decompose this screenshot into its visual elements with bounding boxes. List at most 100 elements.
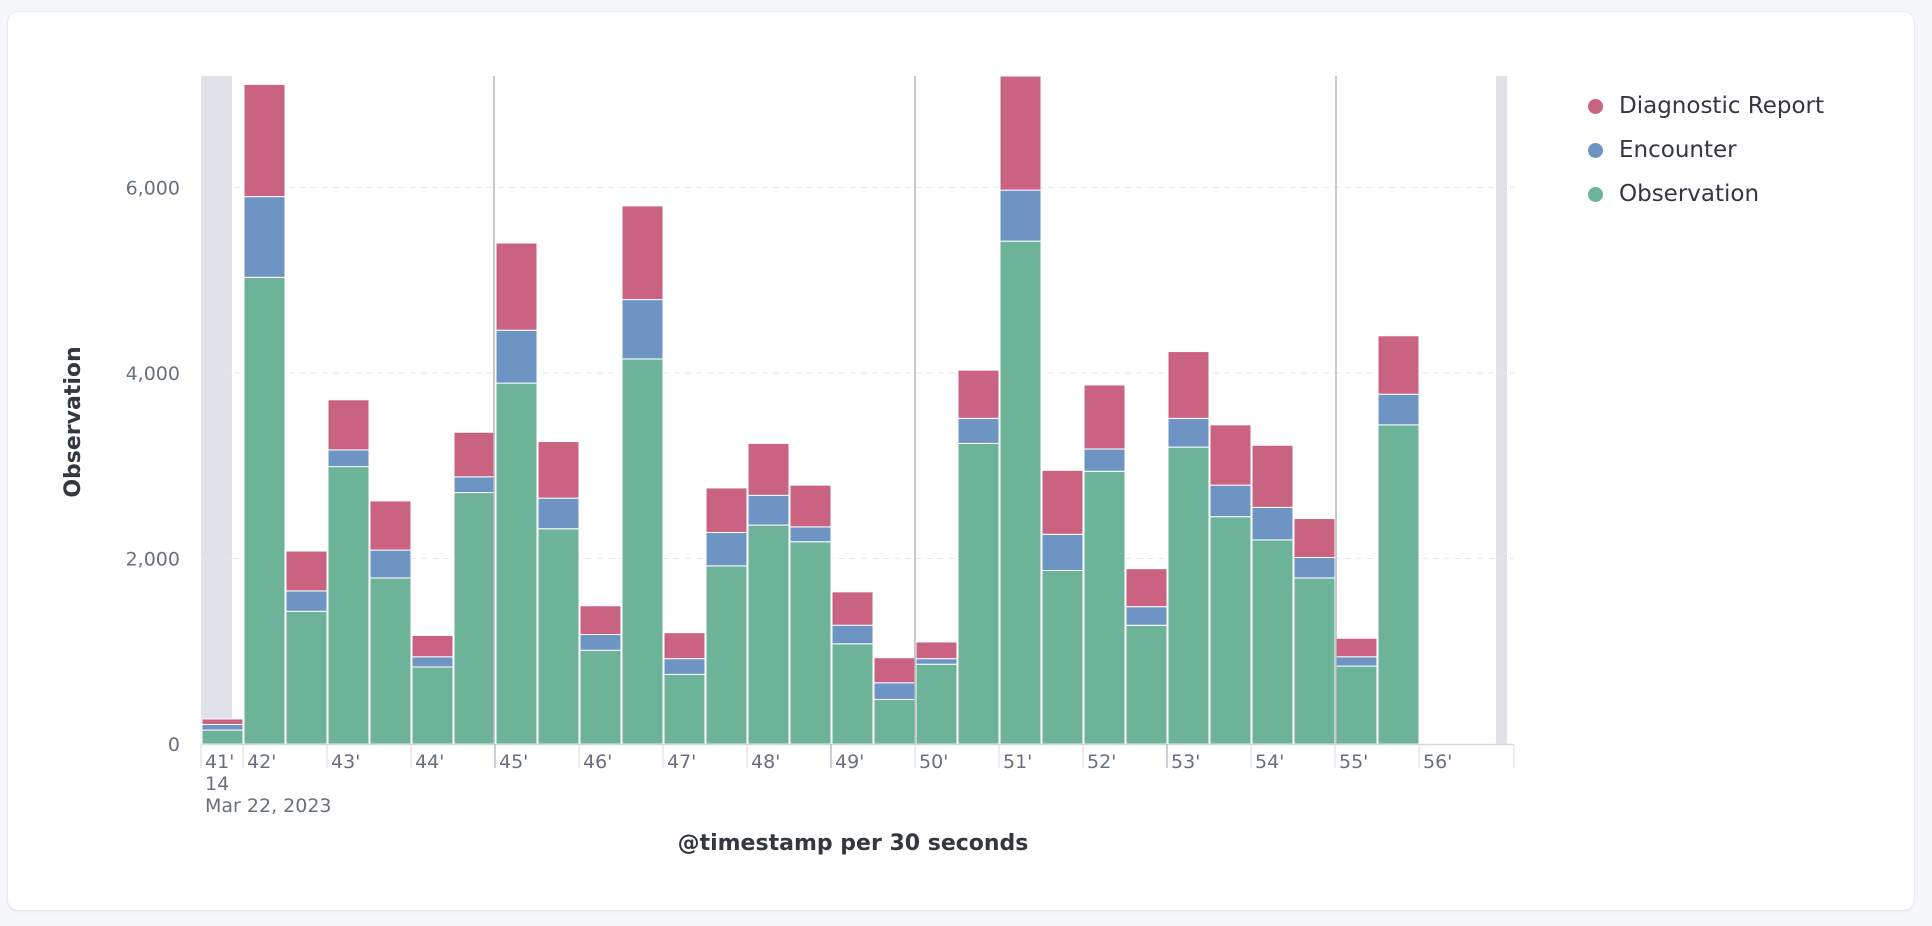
bar-segment-encounter bbox=[327, 449, 370, 468]
x-tick-label: 49' bbox=[835, 751, 864, 773]
bar-segment-observation bbox=[705, 565, 748, 745]
bar-segment-diagnostic-report bbox=[873, 657, 916, 684]
bar-segment-encounter bbox=[1083, 448, 1126, 472]
bar-segment-encounter bbox=[789, 526, 832, 543]
bar-segment-diagnostic-report bbox=[621, 205, 664, 301]
bar-segment-observation bbox=[873, 698, 916, 745]
x-tick-label: 54' bbox=[1255, 751, 1284, 773]
x-tick-sublabel-hour: 14 bbox=[205, 773, 229, 795]
bar-segment-observation bbox=[1293, 577, 1336, 745]
bar-segment-observation bbox=[1251, 539, 1294, 745]
bar-segment-encounter bbox=[495, 329, 538, 384]
bar-segment-diagnostic-report bbox=[1041, 469, 1084, 535]
x-tick-label: 53' bbox=[1171, 751, 1200, 773]
bar-segment-observation bbox=[1041, 570, 1084, 745]
bar-segment-diagnostic-report bbox=[999, 75, 1042, 191]
bar-segment-diagnostic-report bbox=[831, 591, 874, 626]
bar-segment-encounter bbox=[1125, 606, 1168, 626]
bar-segment-observation bbox=[285, 610, 328, 745]
y-tick-label: 2,000 bbox=[126, 548, 180, 570]
bar-segment-encounter bbox=[957, 417, 1000, 444]
bar-segment-observation bbox=[1083, 470, 1126, 745]
x-tick-label: 51' bbox=[1003, 751, 1032, 773]
bar-segment-diagnostic-report bbox=[747, 442, 790, 496]
bar-segment-diagnostic-report bbox=[1251, 444, 1294, 508]
bar-segment-diagnostic-report bbox=[201, 718, 244, 726]
bar-segment-encounter bbox=[747, 494, 790, 526]
bar-segment-diagnostic-report bbox=[915, 641, 958, 660]
bar-segment-observation bbox=[495, 382, 538, 745]
x-tick-label: 48' bbox=[751, 751, 780, 773]
x-tick-label: 47' bbox=[667, 751, 696, 773]
bar-segment-observation bbox=[1125, 624, 1168, 745]
bar-segment-diagnostic-report bbox=[1083, 384, 1126, 450]
x-tick-label: 55' bbox=[1339, 751, 1368, 773]
bar-segment-diagnostic-report bbox=[411, 634, 454, 658]
x-tick-label: 46' bbox=[583, 751, 612, 773]
bar-segment-encounter bbox=[1167, 417, 1210, 448]
y-tick-label: 4,000 bbox=[126, 363, 180, 385]
chart-panel: 0 2,000 4,000 6,000 41' 42' 43' 44' 45' 46' 47' 48'… bbox=[8, 12, 1914, 910]
bar-segment-diagnostic-report bbox=[1125, 568, 1168, 608]
x-axis-title: @timestamp per 30 seconds bbox=[678, 831, 1029, 856]
y-tick-label: 6,000 bbox=[126, 177, 180, 199]
x-tick-label: 44' bbox=[415, 751, 444, 773]
bar-segment-observation bbox=[789, 541, 832, 745]
legend-item-encounter[interactable]: Encounter bbox=[1588, 128, 1824, 172]
bar-segment-encounter bbox=[831, 624, 874, 645]
bar-segment-diagnostic-report bbox=[663, 632, 706, 660]
legend-label: Diagnostic Report bbox=[1619, 93, 1825, 119]
legend: Diagnostic Report Encounter Observation bbox=[1588, 84, 1824, 216]
bar-segment-encounter bbox=[1335, 656, 1378, 667]
bar-segment-observation bbox=[369, 577, 412, 745]
bar-segment-diagnostic-report bbox=[453, 431, 496, 478]
bar-segment-encounter bbox=[1251, 506, 1294, 541]
legend-dot-diagnostic-report bbox=[1588, 98, 1603, 114]
legend-dot-observation bbox=[1588, 186, 1603, 202]
bar-segment-diagnostic-report bbox=[369, 500, 412, 551]
bar-segment-encounter bbox=[537, 497, 580, 530]
x-tick-sublabel-date: Mar 22, 2023 bbox=[205, 795, 332, 817]
x-tick-label: 52' bbox=[1087, 751, 1116, 773]
bar-segment-encounter bbox=[1209, 484, 1252, 518]
bar-segment-observation bbox=[663, 673, 706, 745]
bar-segment-observation bbox=[957, 442, 1000, 745]
bar-segment-diagnostic-report bbox=[1209, 424, 1252, 486]
bar-segment-encounter bbox=[453, 476, 496, 494]
bar-segment-observation bbox=[1167, 446, 1210, 745]
bar-segment-encounter bbox=[663, 658, 706, 675]
y-axis-title: Observation bbox=[61, 346, 86, 497]
x-tick-label: 41' bbox=[205, 751, 234, 773]
bar-segment-observation bbox=[621, 358, 664, 745]
bar-segment-diagnostic-report bbox=[243, 83, 286, 198]
legend-dot-encounter bbox=[1588, 142, 1603, 158]
bar-segment-diagnostic-report bbox=[579, 605, 622, 636]
bar-segment-encounter bbox=[201, 724, 244, 731]
bar-segment-encounter bbox=[579, 634, 622, 651]
bar-segment-observation bbox=[453, 492, 496, 745]
bar-segment-encounter bbox=[915, 658, 958, 665]
bar-segment-observation bbox=[579, 649, 622, 745]
y-tick-label: 0 bbox=[168, 734, 180, 756]
bar-segment-encounter bbox=[411, 656, 454, 668]
bar-segment-observation bbox=[999, 240, 1042, 745]
bar-segment-encounter bbox=[1293, 557, 1336, 579]
bar-segment-encounter bbox=[621, 299, 664, 360]
bar-segment-diagnostic-report bbox=[789, 484, 832, 528]
bar-segment-diagnostic-report bbox=[537, 441, 580, 499]
bar-segment-encounter bbox=[705, 531, 748, 567]
legend-item-observation[interactable]: Observation bbox=[1588, 172, 1824, 216]
legend-item-diagnostic-report[interactable]: Diagnostic Report bbox=[1588, 84, 1824, 128]
x-tick-label: 50' bbox=[919, 751, 948, 773]
bar-segment-encounter bbox=[999, 189, 1042, 242]
bar-segment-observation bbox=[537, 528, 580, 745]
x-tick-label: 45' bbox=[499, 751, 528, 773]
bar-segment-observation bbox=[201, 729, 244, 745]
bar-segment-diagnostic-report bbox=[957, 369, 1000, 419]
range-shade-left bbox=[201, 76, 232, 744]
bar-segment-encounter bbox=[1041, 533, 1084, 572]
bar-segment-observation bbox=[243, 276, 286, 745]
bar-segment-diagnostic-report bbox=[1335, 637, 1378, 658]
bar-segment-diagnostic-report bbox=[1377, 335, 1420, 395]
bar-segment-observation bbox=[831, 643, 874, 745]
